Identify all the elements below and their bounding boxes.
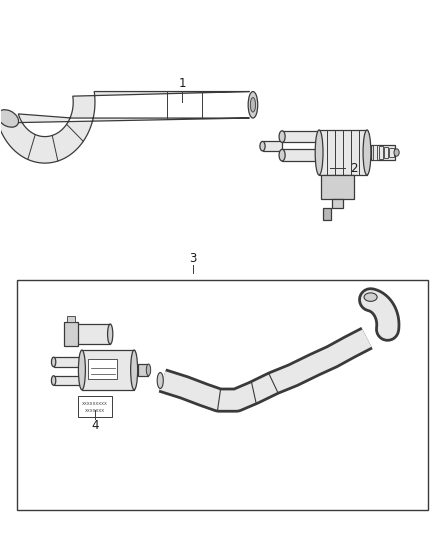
Bar xyxy=(64,322,78,346)
Bar xyxy=(389,148,393,157)
Bar xyxy=(17,280,428,511)
Ellipse shape xyxy=(108,324,113,344)
Bar xyxy=(67,316,74,322)
Ellipse shape xyxy=(146,364,151,376)
Ellipse shape xyxy=(364,293,377,301)
Bar xyxy=(88,359,117,379)
Bar xyxy=(53,376,82,385)
Ellipse shape xyxy=(131,350,138,390)
Ellipse shape xyxy=(394,149,399,156)
Bar xyxy=(371,145,395,160)
Bar xyxy=(379,146,383,159)
Ellipse shape xyxy=(0,110,18,127)
Ellipse shape xyxy=(279,131,285,142)
Bar xyxy=(319,130,367,175)
Ellipse shape xyxy=(73,324,78,344)
Ellipse shape xyxy=(51,376,56,385)
Bar xyxy=(262,141,282,151)
Bar xyxy=(82,350,134,390)
Bar xyxy=(53,357,82,367)
Bar xyxy=(78,396,113,417)
Text: XXXXXXXXX: XXXXXXXXX xyxy=(82,401,108,406)
Ellipse shape xyxy=(78,350,85,390)
Text: 4: 4 xyxy=(91,419,99,432)
Bar xyxy=(282,131,319,142)
Ellipse shape xyxy=(248,92,258,118)
Bar xyxy=(373,145,378,160)
Bar xyxy=(323,208,331,220)
Ellipse shape xyxy=(157,373,163,389)
Bar xyxy=(282,149,319,161)
Bar xyxy=(332,199,343,208)
Ellipse shape xyxy=(251,98,255,112)
Ellipse shape xyxy=(51,357,56,367)
Text: 1: 1 xyxy=(178,77,186,90)
Text: 2: 2 xyxy=(350,162,358,175)
Ellipse shape xyxy=(260,141,265,151)
Bar xyxy=(321,175,354,199)
Text: XXXXXXX: XXXXXXX xyxy=(85,409,105,413)
Ellipse shape xyxy=(363,130,371,175)
Bar xyxy=(138,364,148,376)
Ellipse shape xyxy=(315,130,323,175)
Ellipse shape xyxy=(279,149,285,161)
Bar xyxy=(384,147,389,158)
Polygon shape xyxy=(0,92,250,163)
Bar xyxy=(75,324,110,344)
Text: 3: 3 xyxy=(189,252,197,265)
